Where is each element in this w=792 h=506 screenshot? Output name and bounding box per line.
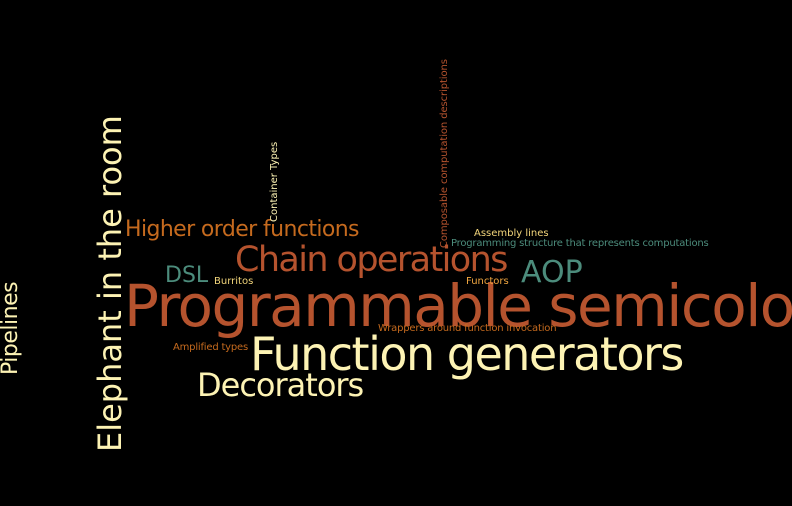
word-programmable-semicolons: Programmable semicolons — [124, 272, 792, 340]
word-dsl: DSL — [165, 263, 209, 288]
word-functors: Functors — [466, 276, 509, 287]
word-higher-order-functions: Higher order functions — [125, 217, 360, 242]
word-aop: AOP — [521, 255, 583, 290]
word-chain-operations: Chain operations — [235, 240, 508, 280]
word-amplified-types: Amplified types — [173, 342, 249, 353]
word-assembly-lines: Assembly lines — [474, 228, 549, 239]
word-decorators: Decorators — [197, 366, 364, 404]
word-function-generators: Function generators — [250, 327, 684, 381]
word-elephant-in-the-room: Elephant in the room — [91, 115, 129, 452]
word-composable-computation-descriptions: Composable computation descriptions — [439, 59, 450, 248]
word-pipelines: Pipelines — [0, 281, 23, 375]
word-container-types: Container Types — [269, 141, 280, 222]
word-programming-structure: Programming structure that represents co… — [451, 238, 709, 249]
word-burritos: Burritos — [214, 276, 254, 287]
word-wrappers-around-function-invocation: Wrappers around function invocation — [378, 323, 557, 334]
